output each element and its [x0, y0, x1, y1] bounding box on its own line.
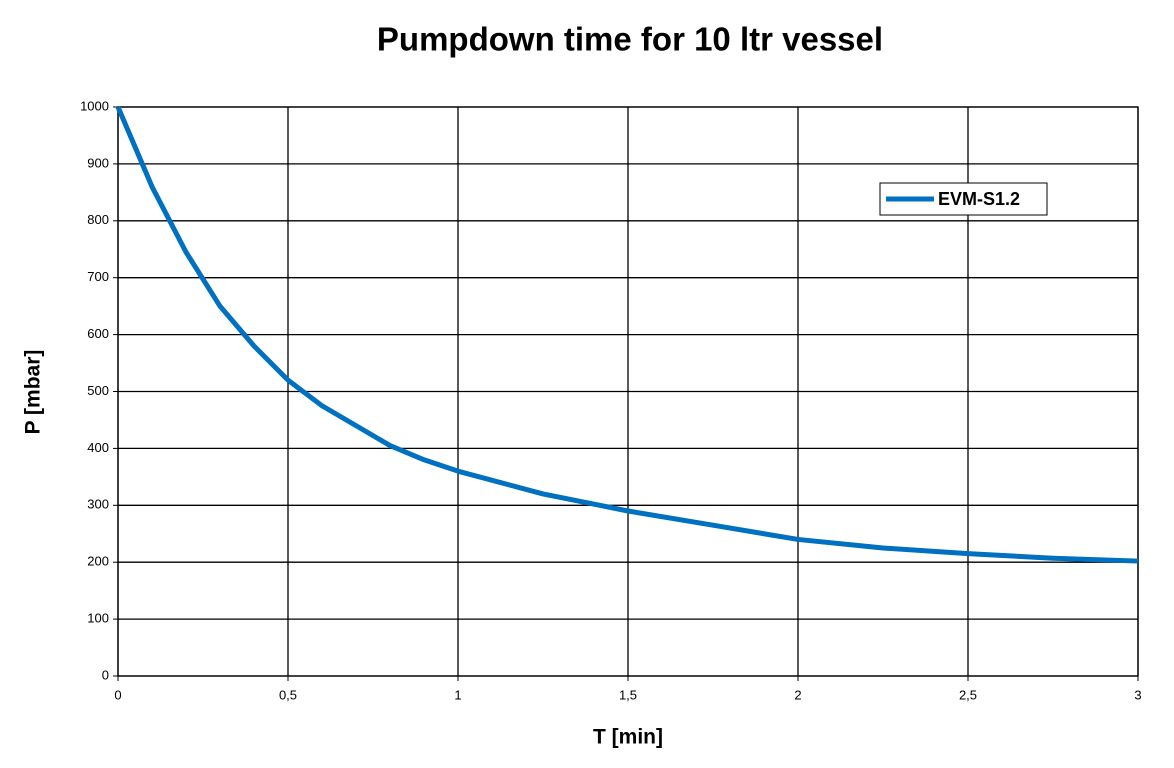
y-tick-label: 200: [87, 554, 109, 569]
y-tick-label: 900: [87, 155, 109, 170]
y-axis-label: P [mbar]: [22, 350, 45, 435]
y-tick-label: 1000: [80, 98, 109, 113]
x-tick-label: 2: [794, 687, 801, 702]
chart-title: Pumpdown time for 10 ltr vessel: [377, 21, 883, 58]
x-tick-label: 1,5: [619, 687, 637, 702]
legend: EVM-S1.2: [879, 182, 1048, 216]
y-tick-label: 500: [87, 383, 109, 398]
data-line: [115, 106, 1139, 564]
y-tick-label: 600: [87, 326, 109, 341]
x-axis-label: T [min]: [593, 726, 663, 749]
y-tick-label: 800: [87, 212, 109, 227]
y-tick-label: 300: [87, 497, 109, 512]
x-tick-label: 0,5: [279, 687, 297, 702]
y-tick-label: 100: [87, 611, 109, 626]
x-tick-label: 0: [114, 687, 121, 702]
y-tick-label: 0: [102, 667, 109, 682]
x-tick-label: 2,5: [959, 687, 977, 702]
y-tick-label: 700: [87, 269, 109, 284]
x-tick-label: 3: [1134, 687, 1141, 702]
x-tick-label: 1: [454, 687, 461, 702]
y-tick-label: 400: [87, 440, 109, 455]
plot-border: [117, 106, 1139, 677]
legend-label: EVM-S1.2: [938, 189, 1020, 209]
